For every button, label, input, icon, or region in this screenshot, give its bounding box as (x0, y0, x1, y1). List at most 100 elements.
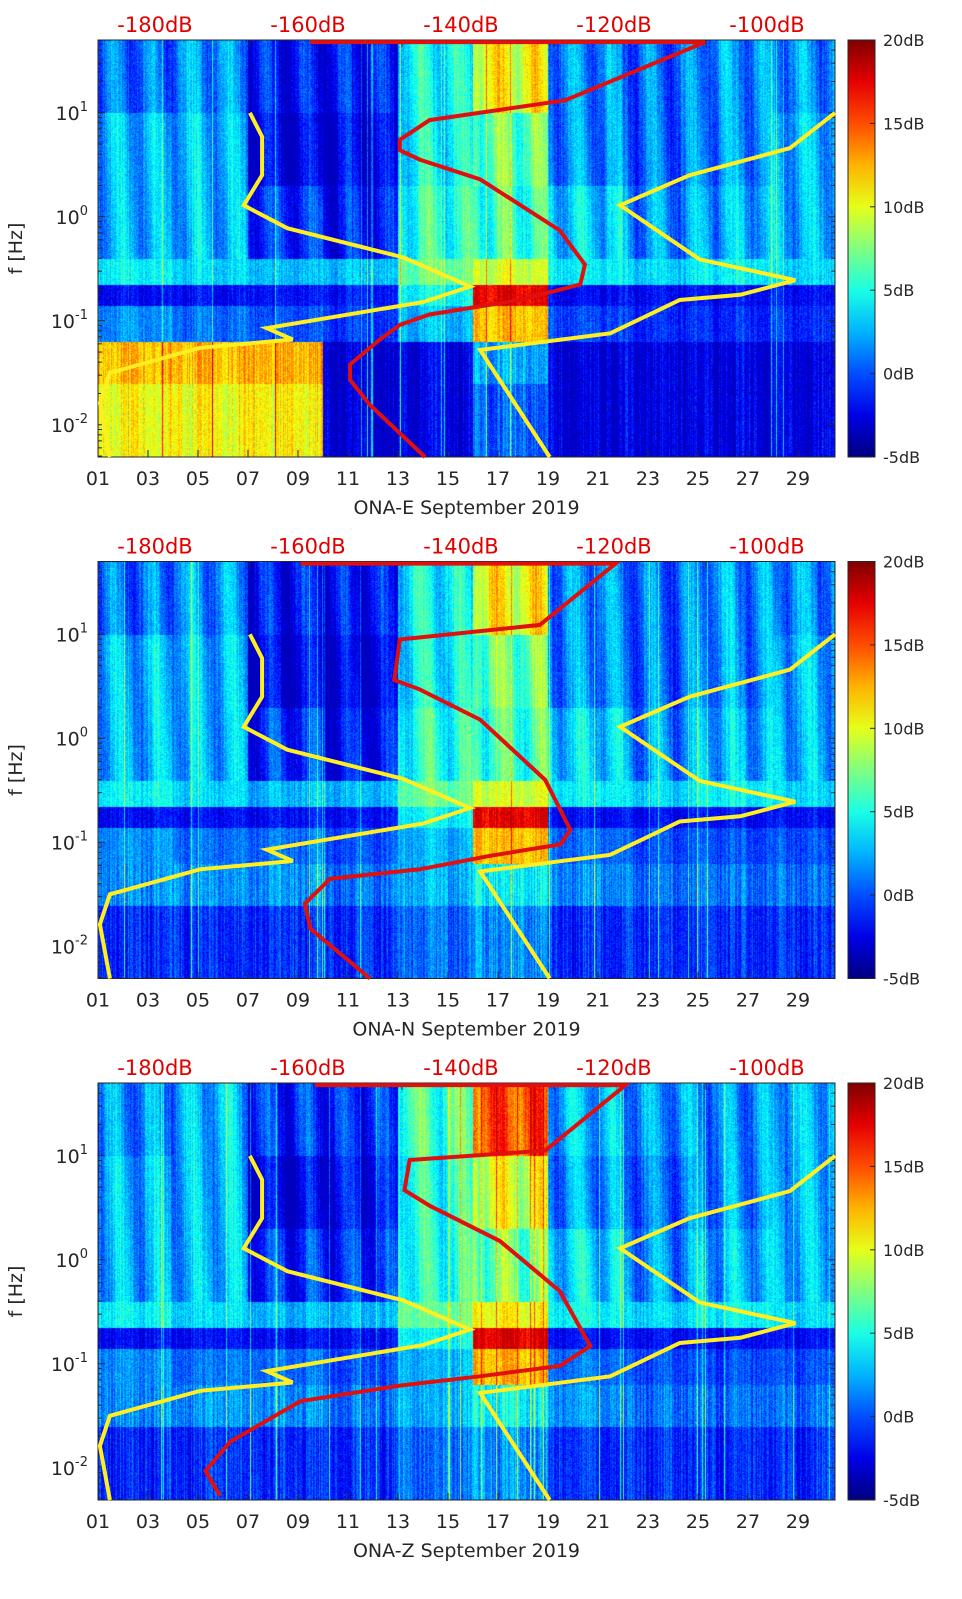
colorbar-tick-label: 0dB (883, 886, 914, 905)
plot-frame (97, 561, 836, 979)
low-noise-model-curve (97, 1154, 476, 1501)
x-tick-label: 21 (586, 990, 610, 1012)
y-tick-label: 10-2 (51, 1455, 88, 1480)
colorbar-tick-label: 5dB (883, 1324, 914, 1343)
x-tick-label: 15 (436, 1511, 460, 1533)
x-tick-label: 05 (186, 990, 210, 1012)
x-tick-label: 25 (686, 1511, 710, 1533)
colorbar-tick-label: 5dB (883, 803, 914, 822)
x-tick-label: 03 (136, 468, 160, 490)
panel-1: 101 100 10-1 10-2 f [Hz] 01 03 05 07 09 11 13 15 17 19… (5, 535, 925, 1041)
y-tick-label: 101 (56, 621, 88, 646)
x-tick-label: 23 (636, 990, 660, 1012)
colorbar-tick-label: 10dB (883, 719, 925, 738)
colorbar-tick-label: -5dB (883, 1491, 920, 1510)
low-noise-model-curve (97, 111, 476, 458)
y-axis-label: f [Hz] (5, 1266, 27, 1318)
high-noise-model-curve (476, 1154, 837, 1502)
x-axis-title: ONA-Z September 2019 (353, 1540, 580, 1562)
panel-0: 101 100 10-1 10-2 f [Hz] 01 03 05 07 09 11 13 15 17 19… (5, 13, 925, 519)
x-axis-title: ONA-E September 2019 (353, 497, 579, 519)
x-tick-label: 15 (436, 990, 460, 1012)
y-tick-label: 101 (56, 100, 88, 125)
spectrogram-heatmap (98, 40, 835, 457)
colorbar-tick-label: 15dB (883, 636, 925, 655)
colorbar (847, 561, 876, 979)
x-tick-label: 17 (486, 990, 510, 1012)
colorbar-tick-label: 15dB (883, 114, 925, 133)
colorbar-tick-label: -5dB (883, 970, 920, 989)
x-tick-label: 01 (86, 468, 110, 490)
x-tick-label: 19 (536, 468, 560, 490)
x-tick-label: 17 (486, 1511, 510, 1533)
x-tick-label: 01 (86, 1511, 110, 1533)
x-tick-label: 29 (786, 1511, 810, 1533)
x-tick-label: 29 (786, 468, 810, 490)
plot-frame (97, 39, 836, 458)
colorbar (847, 1082, 876, 1501)
y-tick-label: 10-2 (51, 933, 88, 958)
x-tick-label: 19 (536, 1511, 560, 1533)
x-tick-label: 09 (286, 990, 310, 1012)
y-axis-label: f [Hz] (5, 744, 27, 796)
top-axis-db-label: -160dB (270, 13, 345, 37)
x-tick-label: 25 (686, 468, 710, 490)
x-tick-label: 13 (386, 1511, 410, 1533)
x-tick-label: 11 (336, 990, 360, 1012)
x-tick-label: 13 (386, 468, 410, 490)
top-axis-db-label: -100dB (729, 535, 804, 559)
y-tick-label: 100 (56, 725, 88, 750)
x-tick-label: 07 (236, 1511, 260, 1533)
top-axis-db-label: -120dB (576, 13, 651, 37)
colorbar-tick-label: 0dB (883, 365, 914, 384)
top-axis-db-label: -160dB (270, 535, 345, 559)
colorbar-tick-label: 0dB (883, 1408, 914, 1427)
x-tick-label: 05 (186, 1511, 210, 1533)
x-tick-label: 15 (436, 468, 460, 490)
x-tick-label: 23 (636, 468, 660, 490)
y-tick-label: 100 (56, 204, 88, 229)
x-tick-label: 25 (686, 990, 710, 1012)
x-tick-label: 09 (286, 468, 310, 490)
colorbar-tick-label: -5dB (883, 448, 920, 467)
psd-curve (300, 561, 622, 981)
x-tick-label: 27 (736, 990, 760, 1012)
top-axis-db-label: -140dB (423, 13, 498, 37)
plot-frame (97, 1082, 836, 1501)
y-tick-label: 10-1 (51, 829, 88, 854)
spectrogram-heatmap (98, 1083, 835, 1500)
high-noise-model-curve (476, 111, 837, 459)
x-tick-label: 27 (736, 468, 760, 490)
top-axis-db-label: -140dB (423, 535, 498, 559)
x-tick-label: 03 (136, 1511, 160, 1533)
y-axis-label: f [Hz] (5, 223, 27, 275)
x-tick-label: 07 (236, 468, 260, 490)
colorbar-tick-label: 20dB (883, 1074, 925, 1093)
colorbar-tick-label: 10dB (883, 198, 925, 217)
x-tick-label: 21 (586, 1511, 610, 1533)
high-noise-model-curve (476, 632, 837, 980)
y-tick-label: 10-1 (51, 1351, 88, 1376)
x-tick-label: 11 (336, 468, 360, 490)
x-axis-title: ONA-N September 2019 (352, 1019, 580, 1041)
top-axis-db-label: -160dB (270, 1056, 345, 1080)
y-tick-label: 10-2 (51, 412, 88, 437)
colorbar (847, 39, 876, 458)
psd-curve (310, 40, 706, 459)
x-tick-label: 11 (336, 1511, 360, 1533)
y-tick-label: 101 (56, 1143, 88, 1168)
top-axis-db-label: -120dB (576, 535, 651, 559)
y-tick-label: 10-1 (51, 308, 88, 333)
x-tick-label: 05 (186, 468, 210, 490)
x-tick-label: 21 (586, 468, 610, 490)
x-tick-label: 27 (736, 1511, 760, 1533)
x-tick-label: 29 (786, 990, 810, 1012)
x-tick-label: 19 (536, 990, 560, 1012)
colorbar-tick-label: 20dB (883, 31, 925, 50)
top-axis-db-label: -180dB (117, 535, 192, 559)
top-axis-db-label: -120dB (576, 1056, 651, 1080)
low-noise-model-curve (97, 633, 476, 979)
psd-curve (203, 1083, 632, 1497)
